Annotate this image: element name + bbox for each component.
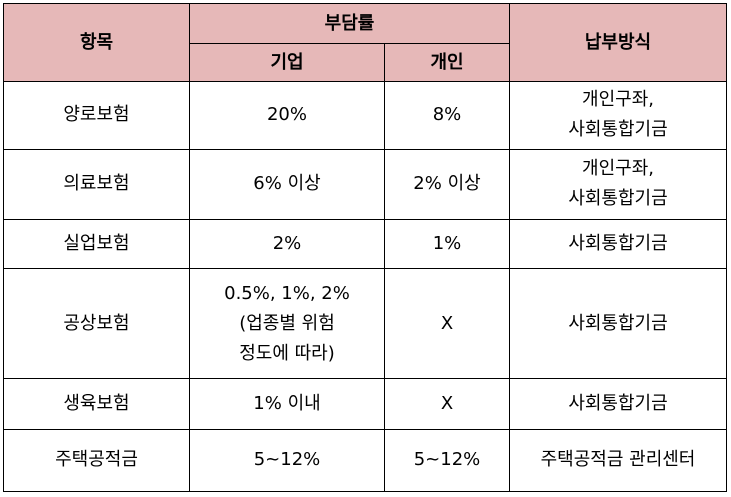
table-row: 양로보험 20% 8% 개인구좌, 사회통합기금: [3, 81, 727, 150]
row-company: 1% 이내: [189, 378, 385, 430]
row-individual: 1%: [384, 218, 510, 270]
row-company: 6% 이상: [189, 148, 385, 220]
row-individual: 2% 이상: [384, 148, 510, 220]
header-individual: 개인: [384, 43, 510, 83]
row-payment: 주택공적금 관리센터: [509, 428, 727, 493]
header-company: 기업: [189, 43, 385, 83]
row-company: 5~12%: [189, 428, 385, 493]
row-item: 실업보험: [3, 218, 190, 270]
table-row: 실업보험 2% 1% 사회통합기금: [3, 218, 727, 270]
row-payment: 개인구좌, 사회통합기금: [509, 81, 727, 150]
header-payment: 납부방식: [509, 2, 727, 83]
table-row: 의료보험 6% 이상 2% 이상 개인구좌, 사회통합기금: [3, 148, 727, 220]
subheader-row: 기업 개인: [4, 43, 727, 83]
header-item: 항목: [3, 2, 190, 83]
row-item: 생육보험: [3, 378, 190, 430]
row-individual: X: [384, 378, 510, 430]
row-payment: 개인구좌, 사회통합기금: [509, 148, 727, 220]
row-individual: 8%: [384, 81, 510, 150]
row-item: 양로보험: [3, 81, 190, 150]
row-item: 공상보험: [3, 268, 190, 380]
row-company: 2%: [189, 218, 385, 270]
table-row: 주택공적금 5~12% 5~12% 주택공적금 관리센터: [3, 428, 727, 493]
row-item: 주택공적금: [3, 428, 190, 493]
row-individual: X: [384, 268, 510, 380]
row-individual: 5~12%: [384, 428, 510, 493]
row-payment: 사회통합기금: [509, 268, 727, 380]
row-payment: 사회통합기금: [509, 218, 727, 270]
row-company: 20%: [189, 81, 385, 150]
insurance-table: 항목 부담률 납부방식 기업 개인 양로보험 20% 8% 개인구좌, 사회통합…: [3, 2, 727, 493]
row-item: 의료보험: [3, 148, 190, 220]
table-row: 생육보험 1% 이내 X 사회통합기금: [3, 378, 727, 430]
header-burden: 부담률: [189, 2, 510, 45]
row-company: 0.5%, 1%, 2% (업종별 위험 정도에 따라): [189, 268, 385, 380]
header-row: 항목 부담률 납부방식: [3, 2, 727, 83]
table-row: 공상보험 0.5%, 1%, 2% (업종별 위험 정도에 따라) X 사회통합…: [3, 268, 727, 380]
row-payment: 사회통합기금: [509, 378, 727, 430]
